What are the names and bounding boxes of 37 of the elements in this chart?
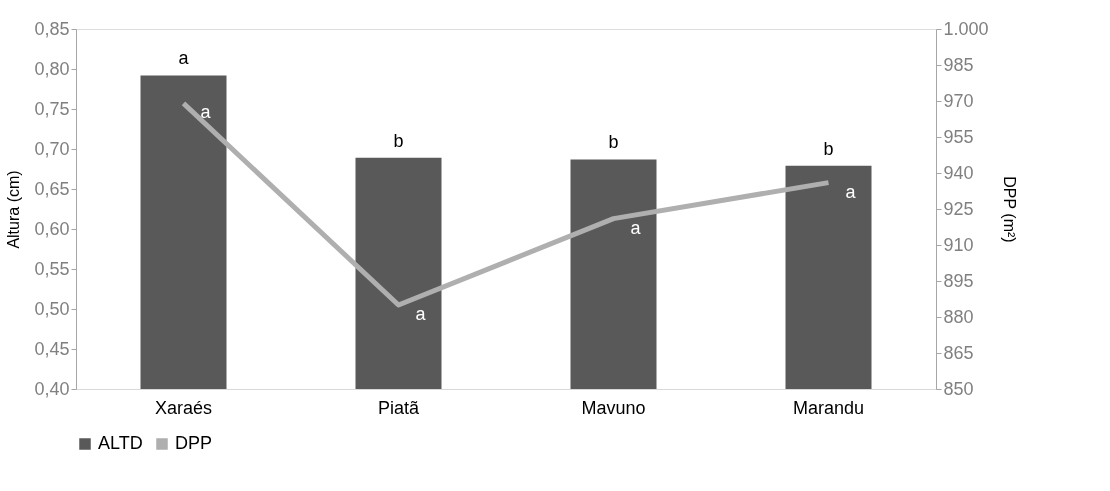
y-tick-label: 0,85 xyxy=(34,18,70,39)
y2-tick-label: 850 xyxy=(943,378,974,399)
y2-tick-label: 1.000 xyxy=(943,18,989,39)
x-tick-label: Marandu xyxy=(792,397,865,418)
y-tick-label: 0,60 xyxy=(34,218,70,239)
y-tick-label: 0,70 xyxy=(34,138,70,159)
y2-tick-label: 940 xyxy=(943,162,974,183)
y-tick-label: 0,65 xyxy=(34,178,70,199)
y-tick-label: 0,75 xyxy=(34,98,70,119)
x-tick-label: Xaraés xyxy=(154,397,213,418)
y2-tick-label: 910 xyxy=(943,234,974,255)
y2-tick-label: 865 xyxy=(943,342,974,363)
legend-label: DPP xyxy=(175,433,213,453)
data-label: a xyxy=(415,304,427,324)
data-label: a xyxy=(200,102,212,123)
y2-tick-label: 955 xyxy=(943,126,974,147)
data-label: b xyxy=(608,132,619,153)
y2-tick-label: 985 xyxy=(943,54,974,75)
data-label: a xyxy=(630,217,642,238)
y-tick-label: 0,40 xyxy=(34,378,70,399)
y2-tick-label: 970 xyxy=(943,90,974,111)
y2-axis-title: DPP (m²) xyxy=(1000,176,1018,243)
data-label: a xyxy=(178,48,190,69)
x-tick-label: Mavuno xyxy=(581,397,646,418)
y-tick-label: 0,55 xyxy=(34,258,70,279)
y-tick-label: 0,50 xyxy=(34,298,70,319)
y2-tick-label: 880 xyxy=(943,306,974,327)
data-label: a xyxy=(845,181,857,202)
y2-tick-label: 925 xyxy=(943,198,974,219)
x-tick-label: Piatã xyxy=(377,397,420,418)
legend-label: ALTD xyxy=(98,433,143,453)
data-label: b xyxy=(393,130,404,151)
y-tick-label: 0,80 xyxy=(34,58,70,79)
y-tick-label: 0,45 xyxy=(34,338,70,359)
y-axis-title: Altura (cm) xyxy=(5,170,23,249)
data-label: b xyxy=(823,138,834,159)
y2-tick-label: 895 xyxy=(943,270,974,291)
